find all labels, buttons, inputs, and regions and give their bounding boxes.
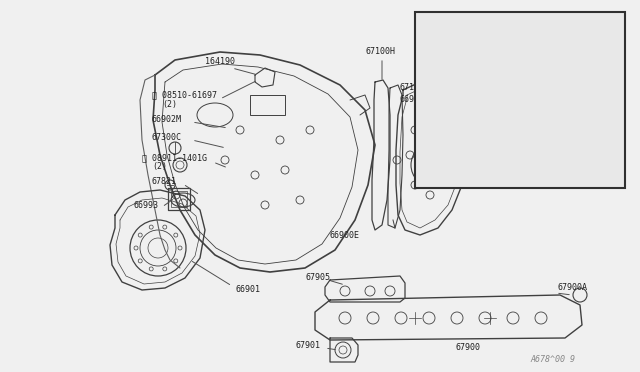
Text: 66901 (LH): 66901 (LH) (515, 151, 561, 160)
Text: 66900 (RH): 66900 (RH) (515, 144, 561, 153)
Text: 66900E: 66900E (330, 231, 360, 240)
Text: 67901: 67901 (295, 340, 320, 350)
Text: 66902M: 66902M (152, 115, 182, 125)
Bar (171, 191, 187, 207)
Text: (2): (2) (162, 99, 177, 109)
Bar (415, 12, 625, 188)
Text: 67900A: 67900A (558, 283, 588, 292)
Text: (2): (2) (152, 163, 167, 171)
Text: Ⓢ 08510-61697: Ⓢ 08510-61697 (152, 90, 217, 99)
Text: A678^00 9: A678^00 9 (530, 356, 575, 365)
Text: 67905: 67905 (305, 273, 330, 282)
Text: Ⓝ 08911-1401G: Ⓝ 08911-1401G (142, 154, 207, 163)
Text: 66901 (LH): 66901 (LH) (515, 74, 561, 83)
Text: (UPPER): (UPPER) (515, 81, 547, 90)
Text: 66901: 66901 (235, 285, 260, 295)
Text: 67821: 67821 (152, 177, 177, 186)
Text: 67100H: 67100H (365, 48, 395, 57)
Text: (LOWER): (LOWER) (515, 160, 547, 169)
Text: 66900: 66900 (400, 96, 425, 105)
Text: FROM APR.'85: FROM APR.'85 (423, 21, 493, 31)
Text: 67900: 67900 (455, 343, 480, 353)
Bar (250, 95, 285, 115)
Text: 66993: 66993 (133, 201, 158, 209)
Text: 67149: 67149 (400, 83, 425, 93)
Text: 164190: 164190 (205, 58, 235, 67)
Text: 66900 (RH): 66900 (RH) (515, 65, 561, 74)
Text: 67300C: 67300C (152, 134, 182, 142)
